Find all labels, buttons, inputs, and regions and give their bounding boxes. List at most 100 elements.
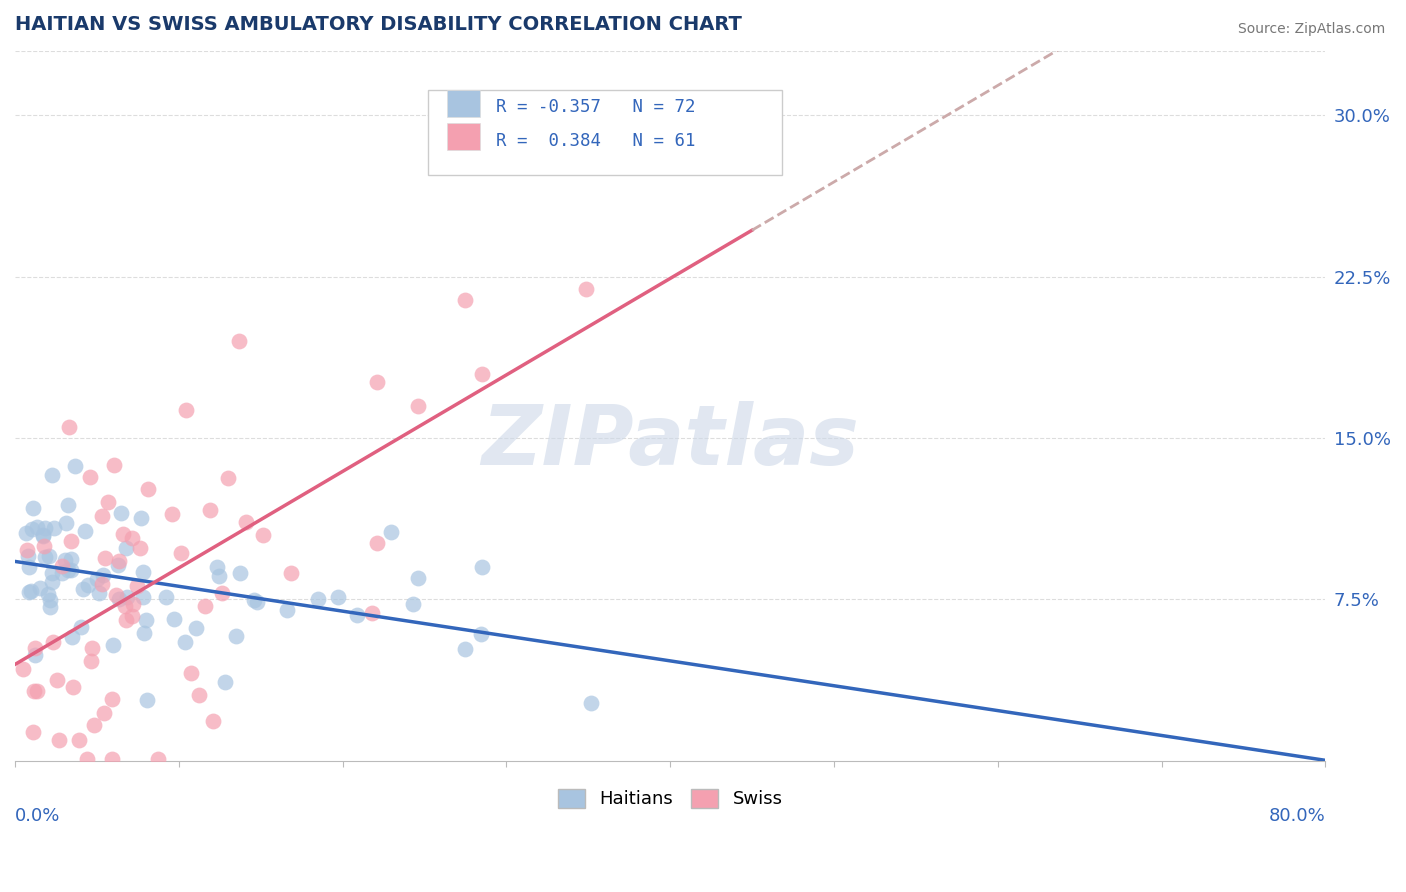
Point <box>63 459 86 474</box>
Point <box>380 525 402 540</box>
Point <box>41 574 63 589</box>
Point <box>17 549 39 563</box>
Text: HAITIAN VS SWISS AMBULATORY DISABILITY CORRELATION CHART: HAITIAN VS SWISS AMBULATORY DISABILITY C… <box>15 15 742 34</box>
Point <box>41 566 63 581</box>
Point <box>132 625 155 640</box>
Point <box>32 529 55 543</box>
Point <box>93 706 115 720</box>
Point <box>51 558 73 573</box>
Point <box>18 585 41 599</box>
Point <box>326 591 349 605</box>
Point <box>471 560 494 574</box>
Point <box>184 621 207 635</box>
Point <box>246 594 269 608</box>
Point <box>83 718 105 732</box>
Point <box>135 613 157 627</box>
Point <box>37 587 59 601</box>
Point <box>39 600 62 615</box>
Point <box>225 629 247 643</box>
Point <box>127 579 149 593</box>
Point <box>41 468 63 483</box>
Point <box>108 592 131 607</box>
Point <box>31 527 53 541</box>
Point <box>575 282 598 296</box>
Point <box>25 520 48 534</box>
Point <box>89 585 111 599</box>
Text: R =  0.384   N = 61: R = 0.384 N = 61 <box>496 133 696 151</box>
Point <box>173 635 195 649</box>
Point <box>58 420 80 434</box>
Point <box>101 752 124 766</box>
Point <box>228 566 250 581</box>
Point <box>129 541 152 555</box>
Point <box>205 560 228 574</box>
Point <box>148 752 170 766</box>
Point <box>105 588 128 602</box>
Point <box>38 593 60 607</box>
Point <box>121 608 143 623</box>
Point <box>108 554 131 568</box>
Point <box>454 293 477 308</box>
Point <box>228 334 250 348</box>
Point <box>579 696 602 710</box>
Point <box>454 641 477 656</box>
Point <box>15 543 38 558</box>
Point <box>155 590 177 604</box>
Point <box>471 368 494 382</box>
Point <box>91 577 114 591</box>
Point <box>114 614 136 628</box>
Text: 80.0%: 80.0% <box>1268 807 1326 825</box>
Point <box>101 638 124 652</box>
Point <box>86 573 108 587</box>
Point <box>24 640 46 655</box>
Point <box>101 691 124 706</box>
Point <box>136 693 159 707</box>
Point <box>121 598 143 612</box>
Point <box>121 531 143 545</box>
Point <box>41 634 63 648</box>
Point <box>55 516 77 531</box>
Point <box>79 470 101 484</box>
Point <box>115 590 138 604</box>
Point <box>90 509 112 524</box>
Point <box>94 551 117 566</box>
Point <box>76 578 98 592</box>
Point <box>38 549 60 563</box>
Text: ZIPatlas: ZIPatlas <box>481 401 859 482</box>
Point <box>138 482 160 496</box>
Point <box>366 535 388 549</box>
Point <box>187 688 209 702</box>
FancyBboxPatch shape <box>427 90 782 175</box>
Point <box>243 592 266 607</box>
Point <box>62 680 84 694</box>
Point <box>22 725 45 739</box>
Point <box>21 522 44 536</box>
Point <box>22 500 45 515</box>
Point <box>214 675 236 690</box>
Point <box>110 506 132 520</box>
Point <box>80 654 103 668</box>
Point <box>180 665 202 680</box>
Point <box>346 607 368 622</box>
Point <box>14 525 37 540</box>
Text: R = -0.357   N = 72: R = -0.357 N = 72 <box>496 98 696 116</box>
Point <box>70 620 93 634</box>
Point <box>46 673 69 688</box>
Point <box>107 558 129 572</box>
Point <box>51 566 73 581</box>
FancyBboxPatch shape <box>447 90 481 117</box>
Point <box>252 528 274 542</box>
Point <box>201 714 224 728</box>
Point <box>361 607 384 621</box>
Point <box>67 732 90 747</box>
Point <box>44 521 66 535</box>
Point <box>48 733 70 747</box>
Point <box>163 612 186 626</box>
Point <box>59 563 82 577</box>
Point <box>235 515 257 529</box>
Point <box>129 511 152 525</box>
Point <box>217 471 239 485</box>
Point <box>174 402 197 417</box>
Point <box>30 581 52 595</box>
Point <box>103 458 125 472</box>
